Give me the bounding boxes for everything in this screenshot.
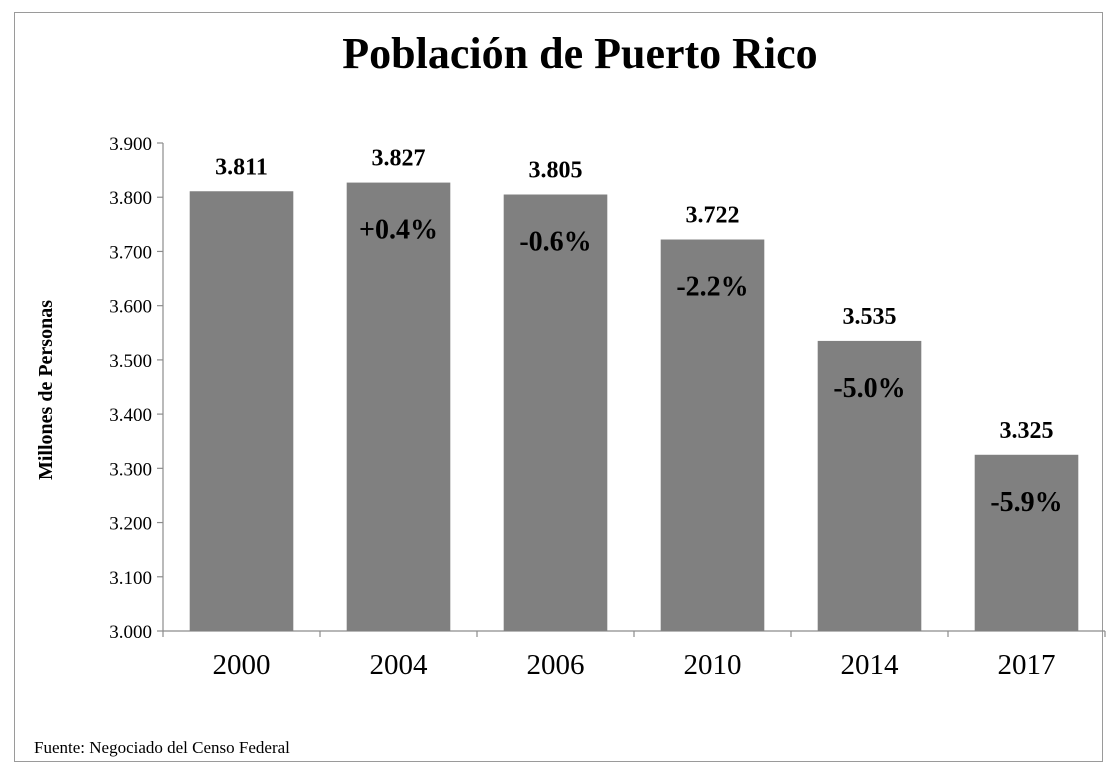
x-tick-label: 2017 — [998, 649, 1056, 681]
source-note: Fuente: Negociado del Censo Federal — [34, 738, 290, 757]
change-label: -0.6% — [519, 227, 591, 258]
x-tick-label: 2010 — [684, 649, 742, 681]
bar-2004 — [346, 182, 451, 632]
bar-2006 — [503, 194, 608, 631]
change-label: -2.2% — [676, 272, 748, 303]
y-tick-label: 3.900 — [109, 134, 152, 155]
y-tick-label: 3.300 — [109, 459, 152, 480]
bar-2010 — [660, 239, 765, 631]
x-tick-label: 2000 — [213, 649, 271, 681]
y-tick-label: 3.800 — [109, 188, 152, 209]
bars — [189, 182, 1079, 632]
x-tick-label: 2004 — [370, 649, 429, 681]
bar-2017 — [974, 454, 1079, 631]
bar-2014 — [817, 340, 922, 631]
change-label: -5.9% — [990, 487, 1062, 518]
x-tick-label: 2014 — [841, 649, 900, 681]
value-label: 3.722 — [686, 203, 740, 229]
value-label: 3.811 — [215, 154, 268, 180]
data-labels: 3.811 3.827 +0.4% 3.805 -0.6% 3.722 -2.2% 3.535… — [215, 146, 1063, 518]
value-label: 3.827 — [372, 146, 426, 172]
y-tick-label: 3.600 — [109, 297, 152, 318]
change-label: -5.0% — [833, 373, 905, 404]
x-tick-label: 2006 — [527, 649, 585, 681]
value-label: 3.805 — [529, 158, 583, 184]
y-tick-label: 3.200 — [109, 514, 152, 535]
y-tick-label: 3.000 — [109, 622, 152, 643]
y-tick-label: 3.400 — [109, 405, 152, 426]
value-label: 3.325 — [1000, 418, 1054, 444]
value-label: 3.535 — [843, 304, 897, 330]
y-tick-label: 3.500 — [109, 351, 152, 372]
y-tick-label: 3.700 — [109, 242, 152, 263]
y-tick-label: 3.100 — [109, 568, 152, 589]
chart-title: Población de Puerto Rico — [342, 29, 817, 78]
change-label: +0.4% — [359, 215, 438, 246]
bar-2000 — [189, 191, 294, 631]
y-axis-label: Millones de Personas — [35, 300, 57, 480]
axes: 3.000 3.100 3.200 3.300 3.400 3.500 3.600 3.700… — [109, 134, 1106, 681]
